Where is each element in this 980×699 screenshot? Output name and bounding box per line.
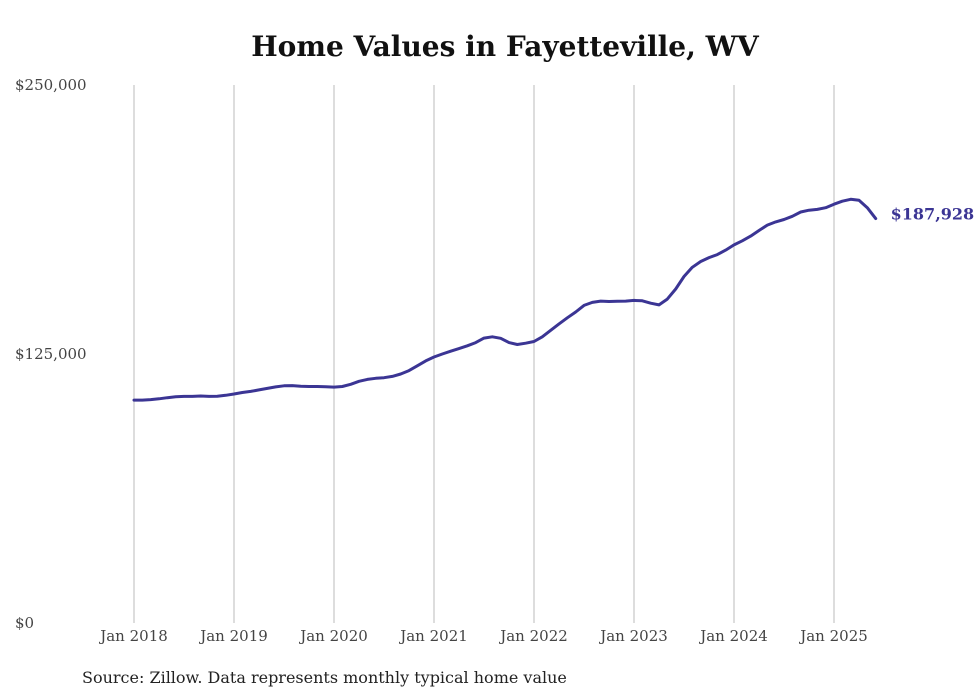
end-value-label: $187,928 <box>891 205 975 224</box>
x-tick-label: Jan 2025 <box>798 627 868 645</box>
x-tick-label: Jan 2020 <box>298 627 368 645</box>
chart-title: Home Values in Fayetteville, WV <box>251 30 759 63</box>
y-tick-label: $125,000 <box>15 345 87 363</box>
series-line <box>132 197 878 402</box>
x-tick-label: Jan 2018 <box>98 627 168 645</box>
x-tick-label: Jan 2023 <box>598 627 668 645</box>
x-tick-label: Jan 2021 <box>398 627 468 645</box>
x-tick-label: Jan 2022 <box>498 627 568 645</box>
y-tick-label: $250,000 <box>15 76 87 94</box>
x-tick-label: Jan 2024 <box>698 627 768 645</box>
source-note: Source: Zillow. Data represents monthly … <box>82 668 567 687</box>
y-tick-label: $0 <box>15 614 34 632</box>
x-tick-label: Jan 2019 <box>198 627 268 645</box>
